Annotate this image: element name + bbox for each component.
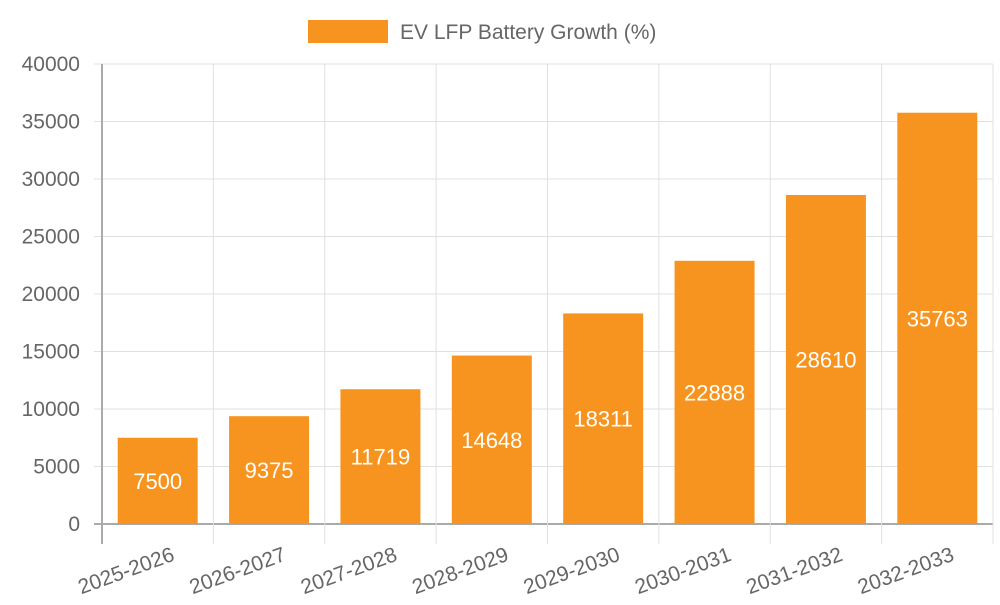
y-tick-label: 40000	[22, 53, 80, 76]
x-tick-label: 2029-2030	[521, 543, 623, 599]
legend-label: EV LFP Battery Growth (%)	[400, 21, 656, 44]
bar	[674, 260, 755, 524]
bar	[563, 313, 644, 524]
data-label: 18311	[573, 407, 633, 432]
y-tick-label: 20000	[22, 283, 80, 306]
data-label: 35763	[907, 306, 968, 331]
y-tick-label: 10000	[22, 398, 80, 421]
x-tick-label: 2032-2033	[855, 543, 957, 599]
bar	[451, 355, 532, 524]
x-tick-label: 2028-2029	[409, 543, 511, 599]
legend[interactable]: EV LFP Battery Growth (%)	[308, 20, 656, 44]
x-tick-label: 2027-2028	[298, 543, 400, 599]
legend-swatch	[308, 20, 388, 43]
x-tick-label: 2025-2026	[75, 543, 177, 599]
bar	[340, 389, 421, 524]
data-label: 22888	[684, 380, 745, 405]
x-tick-label: 2031-2032	[743, 543, 845, 599]
data-label: 14648	[461, 428, 522, 453]
data-label: 28610	[795, 347, 856, 372]
bar	[117, 437, 198, 524]
y-tick-label: 30000	[22, 168, 80, 191]
data-label: 7500	[133, 469, 182, 494]
y-tick-label: 25000	[22, 226, 80, 249]
bar	[897, 112, 978, 525]
y-tick-label: 35000	[22, 111, 80, 134]
y-tick-label: 5000	[33, 456, 80, 479]
data-label: 9375	[245, 458, 294, 483]
x-tick-label: 2030-2031	[632, 543, 734, 599]
data-label: 11719	[351, 445, 411, 470]
bar	[229, 416, 310, 524]
y-tick-label: 15000	[22, 341, 80, 364]
y-tick-label: 0	[68, 513, 80, 536]
x-tick-label: 2026-2027	[187, 543, 289, 599]
bar	[785, 194, 866, 525]
